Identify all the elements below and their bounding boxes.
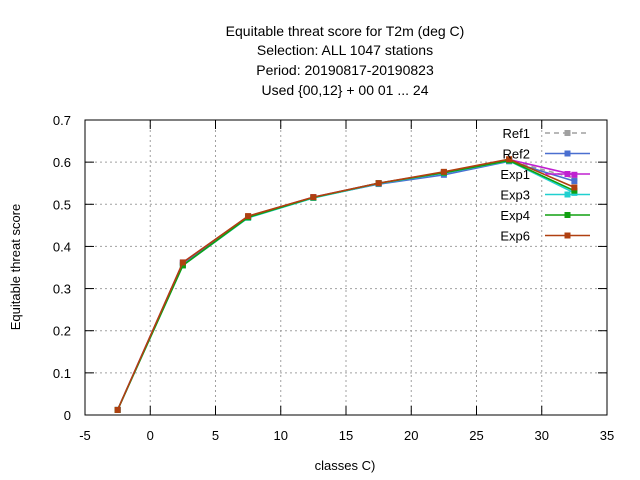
legend: Ref1 Ref2 Exp1 Exp3 Exp4 Exp6 bbox=[500, 126, 590, 244]
y-tick-label: 0.3 bbox=[53, 282, 71, 297]
legend-entry: Ref1 bbox=[503, 126, 590, 141]
y-tick-label: 0.7 bbox=[53, 113, 71, 128]
legend-label: Ref1 bbox=[503, 126, 530, 141]
legend-entry: Exp6 bbox=[500, 229, 590, 244]
x-tick-label: 25 bbox=[469, 428, 483, 443]
data-point bbox=[179, 259, 186, 266]
y-tick-label: 0.2 bbox=[53, 324, 71, 339]
x-tick-label: 15 bbox=[339, 428, 353, 443]
title-line-3: Period: 20190817-20190823 bbox=[256, 62, 434, 78]
x-tick-label: 20 bbox=[404, 428, 418, 443]
chart-title: Equitable threat score for T2m (deg C) S… bbox=[226, 23, 465, 98]
data-point bbox=[440, 168, 447, 175]
y-tick-label: 0.1 bbox=[53, 366, 71, 381]
data-point bbox=[245, 213, 252, 220]
data-point bbox=[310, 194, 317, 201]
title-line-4: Used {00,12} + 00 01 ... 24 bbox=[262, 82, 429, 98]
data-point bbox=[114, 406, 121, 413]
x-tick-label: 0 bbox=[147, 428, 154, 443]
title-line-1: Equitable threat score for T2m (deg C) bbox=[226, 23, 465, 39]
x-tick-label: 10 bbox=[274, 428, 288, 443]
y-tick-label: 0 bbox=[64, 408, 71, 423]
data-point bbox=[571, 184, 578, 191]
y-axis-label: Equitable threat score bbox=[8, 204, 23, 330]
x-tick-label: -5 bbox=[79, 428, 91, 443]
legend-entry: Ref2 bbox=[503, 147, 590, 162]
title-line-2: Selection: ALL 1047 stations bbox=[257, 42, 433, 58]
data-point bbox=[375, 180, 382, 187]
data-point bbox=[571, 178, 578, 185]
legend-label: Exp1 bbox=[500, 167, 530, 182]
legend-label: Exp6 bbox=[500, 229, 530, 244]
legend-marker bbox=[564, 171, 571, 177]
x-axis-label: classes C) bbox=[315, 458, 376, 473]
legend-label: Exp4 bbox=[500, 208, 530, 223]
series-line bbox=[116, 158, 575, 411]
legend-marker bbox=[564, 232, 571, 239]
x-tick-label: 5 bbox=[212, 428, 219, 443]
plot-frame bbox=[84, 119, 608, 416]
axis-ticks: -5 0 5 10 15 20 25 30 35 0 0.1 0.2 0.3 0.4 0.5 0.6 0.7 bbox=[53, 113, 614, 443]
y-tick-label: 0.4 bbox=[53, 239, 71, 254]
legend-label: Exp3 bbox=[500, 188, 530, 203]
legend-entry: Exp3 bbox=[500, 188, 590, 203]
y-tick-label: 0.5 bbox=[53, 197, 71, 212]
series-layer bbox=[114, 156, 578, 413]
data-point bbox=[571, 187, 578, 194]
legend-marker bbox=[564, 191, 571, 198]
legend-marker bbox=[564, 130, 571, 136]
y-tick-label: 0.6 bbox=[53, 155, 71, 170]
series-exp6 bbox=[114, 156, 578, 413]
x-tick-label: 35 bbox=[600, 428, 614, 443]
legend-marker bbox=[564, 212, 571, 218]
legend-entry: Exp4 bbox=[500, 208, 590, 223]
x-tick-label: 30 bbox=[535, 428, 549, 443]
legend-label: Ref2 bbox=[503, 147, 530, 162]
data-point bbox=[506, 156, 513, 163]
legend-marker bbox=[564, 150, 571, 157]
legend-entry: Exp1 bbox=[500, 167, 590, 182]
